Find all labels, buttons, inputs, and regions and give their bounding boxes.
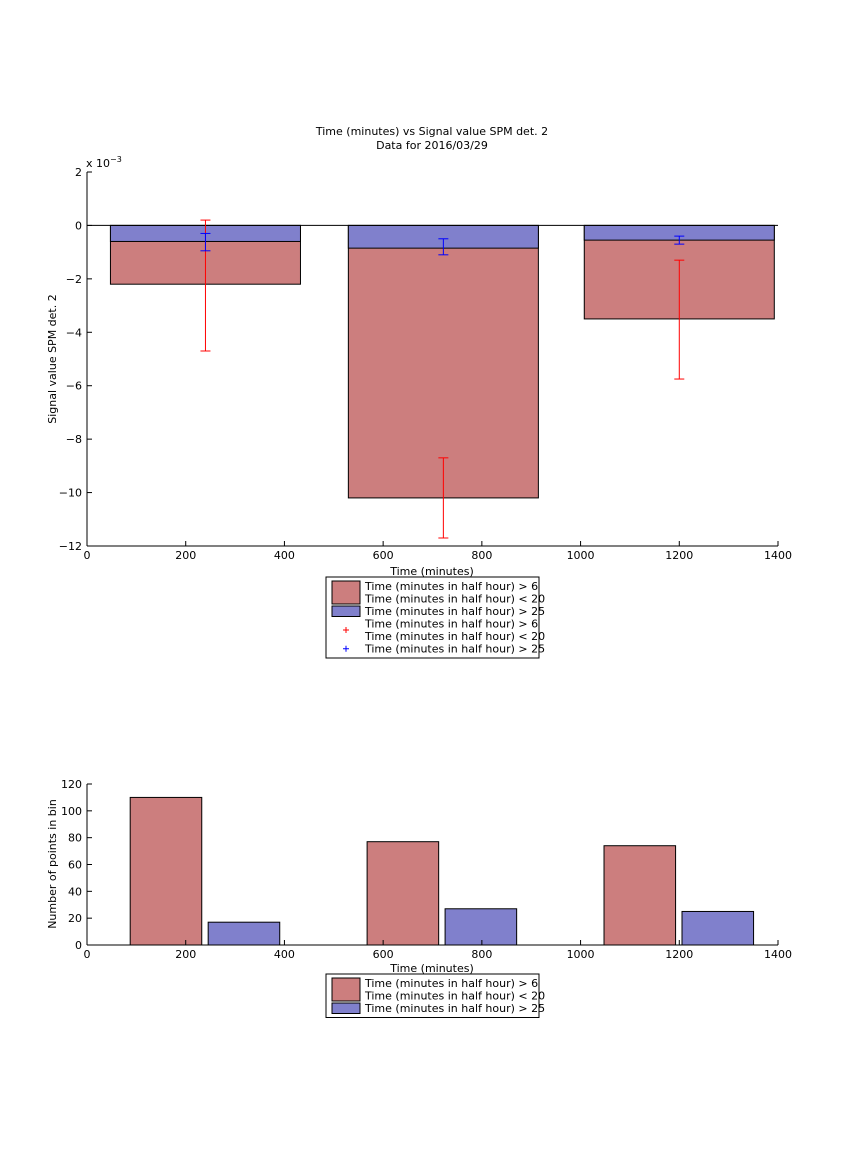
c2-y-tick-label: 100 bbox=[61, 805, 82, 818]
count-bar-blue-1 bbox=[444, 908, 518, 946]
c2-x-tick-label: 1400 bbox=[764, 948, 792, 961]
y-axis-label-2: Number of points in bin bbox=[46, 799, 59, 929]
legend-label-3: Time (minutes in half hour) > 25 bbox=[364, 643, 545, 656]
y-tick-label: −6 bbox=[66, 380, 82, 393]
y-tick-label: 0 bbox=[75, 219, 82, 232]
count-bar-blue-2 bbox=[681, 910, 755, 946]
c2-x-tick-label: 400 bbox=[274, 948, 295, 961]
c2-y-tick-label: 40 bbox=[68, 885, 82, 898]
count-bar-red-0 bbox=[129, 796, 203, 946]
y-exponent-base: x 10 bbox=[86, 157, 110, 170]
c2-y-tick-label: 20 bbox=[68, 912, 82, 925]
legend-label-0: Time (minutes in half hour) > 6 bbox=[364, 977, 538, 990]
legend-box bbox=[325, 973, 540, 1018]
y-axis-label: Signal value SPM det. 2 bbox=[46, 294, 59, 424]
chart-title: Time (minutes) vs Signal value SPM det. … bbox=[315, 125, 548, 138]
x-tick-label: 1400 bbox=[764, 549, 792, 562]
x-tick-label: 0 bbox=[84, 549, 91, 562]
c2-x-tick-label: 1200 bbox=[665, 948, 693, 961]
legend-label-1: Time (minutes in half hour) > 25 bbox=[364, 1002, 545, 1015]
x-tick-label: 1000 bbox=[567, 549, 595, 562]
count-bar-red-1 bbox=[366, 841, 440, 946]
legend-label-0-line2: Time (minutes in half hour) < 20 bbox=[364, 593, 545, 606]
x-tick-label: 800 bbox=[471, 549, 492, 562]
count-bar-blue-0 bbox=[207, 921, 281, 946]
y-tick-label: −8 bbox=[66, 433, 82, 446]
x-axis-label-2: Time (minutes) bbox=[389, 962, 474, 975]
y-tick-label: −10 bbox=[59, 487, 82, 500]
c2-x-tick-label: 600 bbox=[373, 948, 394, 961]
x-axis-label: Time (minutes) bbox=[389, 565, 474, 578]
legend-label-2: Time (minutes in half hour) > 6 bbox=[364, 618, 538, 631]
c2-x-tick-label: 200 bbox=[175, 948, 196, 961]
legend-swatch-0 bbox=[331, 580, 361, 605]
c2-x-tick-label: 1000 bbox=[567, 948, 595, 961]
legend-label-2-line2: Time (minutes in half hour) < 20 bbox=[364, 630, 545, 643]
legend-label-0-line2: Time (minutes in half hour) < 20 bbox=[364, 990, 545, 1003]
c2-y-tick-label: 120 bbox=[61, 778, 82, 791]
c2-y-tick-label: 0 bbox=[75, 939, 82, 952]
count-bar-red-2 bbox=[603, 845, 677, 946]
y-exponent-power: −3 bbox=[110, 155, 122, 164]
legend-swatch-1 bbox=[331, 1002, 361, 1014]
legend-swatch-1 bbox=[331, 605, 361, 617]
legend-swatch-0 bbox=[331, 977, 361, 1002]
y-tick-label: 2 bbox=[75, 166, 82, 179]
y-tick-label: −4 bbox=[66, 326, 82, 339]
c2-y-tick-label: 80 bbox=[68, 832, 82, 845]
x-tick-label: 200 bbox=[175, 549, 196, 562]
y-tick-label: −2 bbox=[66, 273, 82, 286]
y-tick-label: −12 bbox=[59, 540, 82, 553]
x-tick-label: 1200 bbox=[665, 549, 693, 562]
bar-red-1 bbox=[347, 224, 539, 499]
c2-x-tick-label: 800 bbox=[471, 948, 492, 961]
c2-x-tick-label: 0 bbox=[84, 948, 91, 961]
c2-y-tick-label: 60 bbox=[68, 859, 82, 872]
x-tick-label: 400 bbox=[274, 549, 295, 562]
y-exponent-label: x 10−3 bbox=[86, 155, 122, 170]
legend-label-1: Time (minutes in half hour) > 25 bbox=[364, 605, 545, 618]
x-tick-label: 600 bbox=[373, 549, 394, 562]
legend-box bbox=[325, 576, 540, 659]
signal-chart: Time (minutes) vs Signal value SPM det. … bbox=[46, 125, 792, 659]
count-chart: 0 200 400 600 800 1000 1200 1400 0 20 40 60 80 100 120… bbox=[46, 778, 792, 1018]
chart-subtitle: Data for 2016/03/29 bbox=[376, 139, 488, 152]
legend-label-0: Time (minutes in half hour) > 6 bbox=[364, 580, 538, 593]
